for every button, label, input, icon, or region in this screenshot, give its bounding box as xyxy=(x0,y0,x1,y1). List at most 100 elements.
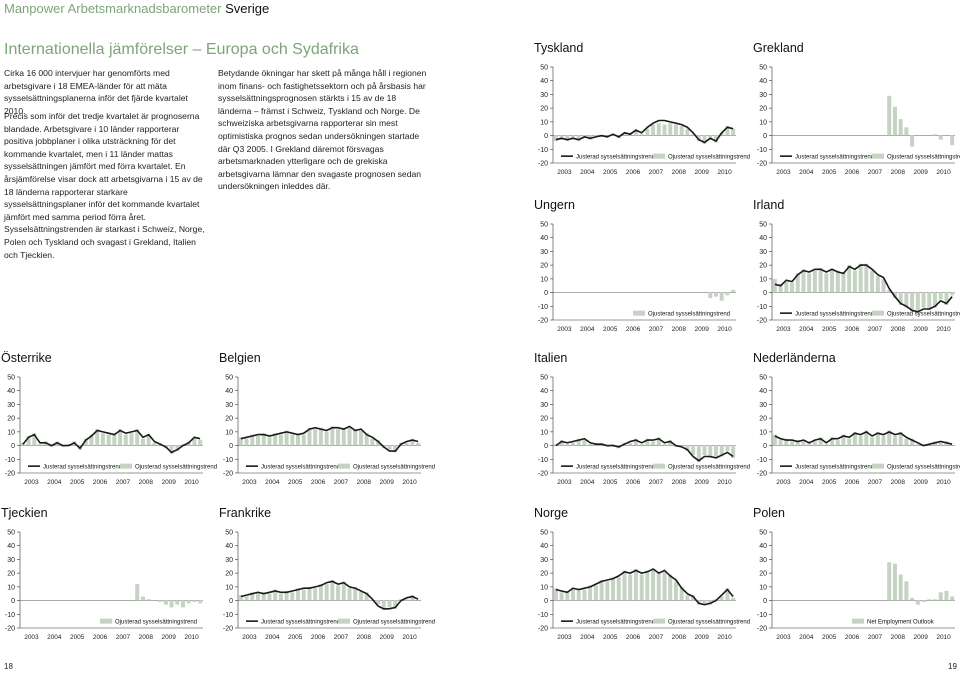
bar xyxy=(938,592,943,601)
bar xyxy=(381,600,386,611)
y-tick-label: 50 xyxy=(225,530,233,537)
bar xyxy=(261,592,266,601)
bar xyxy=(887,430,892,446)
bar xyxy=(622,570,627,601)
x-tick-label: 2005 xyxy=(822,169,837,176)
header-title: Manpower Arbetsmarknadsbarometer xyxy=(4,1,222,16)
bar xyxy=(702,445,707,456)
bar xyxy=(38,444,43,446)
trend-line xyxy=(555,119,734,144)
x-tick-label: 2005 xyxy=(603,326,618,333)
bar xyxy=(852,431,857,446)
bar xyxy=(651,570,656,601)
y-tick-label: -10 xyxy=(223,457,233,464)
y-tick-label: 10 xyxy=(759,276,767,283)
x-tick-label: 2007 xyxy=(649,479,664,486)
bar xyxy=(858,435,863,446)
y-tick-label: -20 xyxy=(5,471,15,478)
bar xyxy=(696,135,701,142)
y-tick-label: 0 xyxy=(544,598,548,605)
y-tick-label: 40 xyxy=(225,388,233,395)
bar xyxy=(83,438,88,446)
x-tick-label: 2008 xyxy=(891,326,906,333)
bar xyxy=(932,599,937,601)
bar xyxy=(158,600,163,602)
y-tick-label: 30 xyxy=(225,402,233,409)
x-tick-label: 2006 xyxy=(311,634,326,641)
bar xyxy=(910,438,915,446)
bar xyxy=(708,292,713,299)
bar xyxy=(616,577,621,601)
bar xyxy=(267,437,272,446)
x-tick-label: 2003 xyxy=(776,326,791,333)
bar xyxy=(713,292,718,297)
y-tick-label: 30 xyxy=(540,249,548,256)
bar xyxy=(553,135,558,142)
bar xyxy=(801,269,806,293)
legend-label: Justerad sysselsättningstrend xyxy=(576,464,655,470)
x-tick-label: 2008 xyxy=(672,634,687,641)
chart: Norge -20 -10 0 10 20 30 40 50 2003 2004 2005 2006 20… xyxy=(534,506,750,641)
x-tick-label: 2010 xyxy=(717,326,732,333)
paragraph: Betydande ökningar har skett på många hå… xyxy=(218,68,427,192)
bar xyxy=(944,590,949,601)
bar xyxy=(662,124,667,136)
y-tick-label: 10 xyxy=(225,584,233,591)
bar xyxy=(559,592,564,601)
bar xyxy=(364,592,369,601)
bar xyxy=(347,427,352,446)
legend-swatch xyxy=(633,310,645,316)
bar xyxy=(364,433,369,446)
bar xyxy=(881,278,886,293)
y-tick-label: 50 xyxy=(540,375,548,382)
bar xyxy=(685,445,690,452)
y-tick-label: 0 xyxy=(763,290,767,297)
bar xyxy=(887,289,892,293)
bar xyxy=(336,429,341,446)
x-tick-label: 2003 xyxy=(24,479,39,486)
chart-title: Belgien xyxy=(219,351,261,365)
x-tick-label: 2005 xyxy=(603,169,618,176)
x-tick-label: 2006 xyxy=(845,169,860,176)
bar xyxy=(702,135,707,144)
chart-title: Nederländerna xyxy=(753,351,836,365)
x-tick-label: 2005 xyxy=(603,479,618,486)
trend-line xyxy=(555,568,734,606)
chart: Irland -20 -10 0 10 20 30 40 50 2003 2004 2005 2006 2… xyxy=(753,198,960,333)
x-tick-label: 2004 xyxy=(799,169,814,176)
y-tick-label: 50 xyxy=(7,375,15,382)
bar xyxy=(393,445,398,453)
bar xyxy=(146,435,151,446)
bar xyxy=(588,444,593,446)
y-tick-label: 0 xyxy=(763,598,767,605)
bar xyxy=(719,292,724,301)
bar xyxy=(938,135,943,140)
y-tick-label: 20 xyxy=(759,106,767,113)
y-tick-label: 20 xyxy=(759,263,767,270)
x-tick-label: 2004 xyxy=(265,634,280,641)
bar xyxy=(387,600,392,608)
bar xyxy=(633,131,638,136)
legend-label: Ojusterad sysselsättningstrend xyxy=(353,619,435,625)
x-tick-label: 2010 xyxy=(402,634,417,641)
bar xyxy=(915,444,920,446)
x-tick-label: 2007 xyxy=(334,479,349,486)
y-tick-label: -20 xyxy=(757,471,767,478)
bar xyxy=(639,574,644,601)
y-tick-label: 40 xyxy=(759,235,767,242)
y-tick-label: 40 xyxy=(759,388,767,395)
y-tick-label: -10 xyxy=(757,147,767,154)
bar xyxy=(818,267,823,293)
bar xyxy=(841,434,846,446)
legend-swatch xyxy=(872,463,884,469)
y-tick-label: 10 xyxy=(7,584,15,591)
y-tick-label: 10 xyxy=(7,429,15,436)
bar xyxy=(887,562,892,601)
bar xyxy=(719,445,724,457)
bar xyxy=(599,580,604,601)
x-tick-label: 2003 xyxy=(776,169,791,176)
y-tick-label: 50 xyxy=(7,530,15,537)
bar xyxy=(358,592,363,601)
bar xyxy=(186,600,191,604)
bar xyxy=(313,588,318,601)
